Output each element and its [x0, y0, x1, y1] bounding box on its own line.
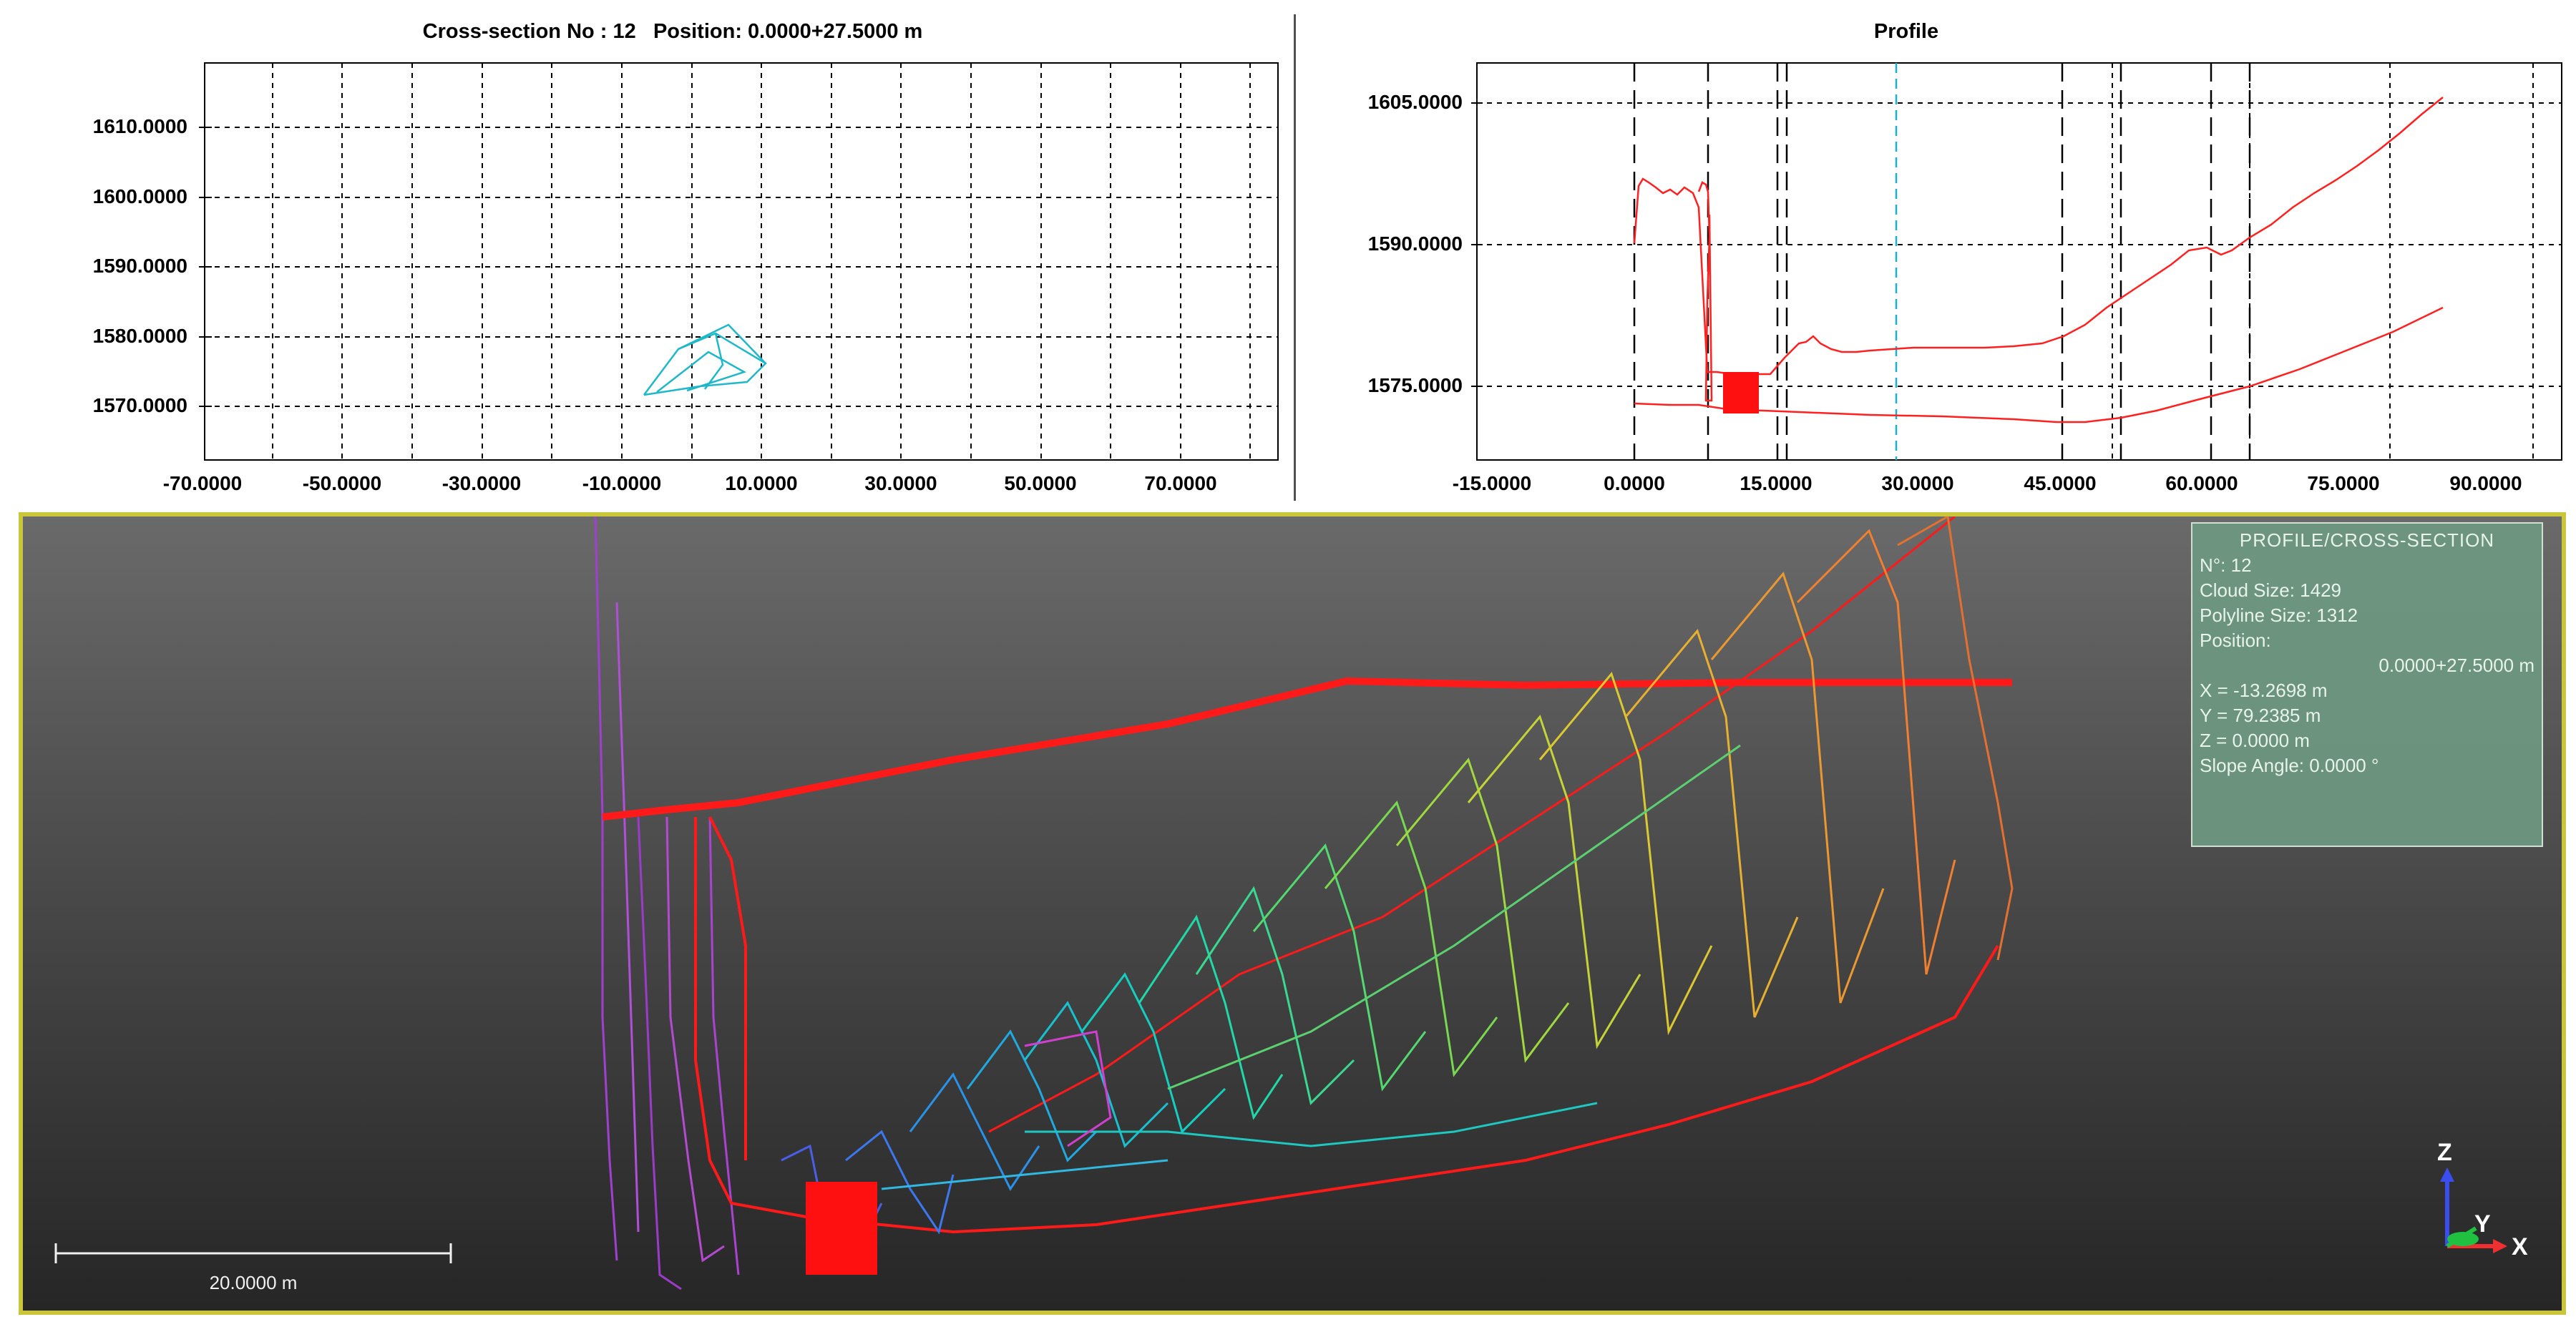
profile-frame	[1476, 62, 2562, 461]
profile-section-markers	[1633, 63, 2251, 460]
info-polyline-size: Polyline Size: 1312	[2200, 604, 2358, 626]
cs-ytick-3: 1590.0000	[92, 255, 187, 277]
pf-ytick-1: 1605.0000	[1367, 91, 1463, 113]
3d-point-cloud	[594, 516, 2014, 1291]
pf-xtick-7: 75.0000	[2307, 472, 2380, 494]
cs-xtick-5: 10.0000	[725, 472, 798, 494]
cross-section-plot[interactable]	[0, 0, 1294, 512]
cs-ytick-5: 1570.0000	[92, 394, 187, 416]
profile-info-panel: PROFILE/CROSS-SECTION N°: 12 Cloud Size:…	[2191, 522, 2543, 847]
info-cloud-size: Cloud Size: 1429	[2200, 579, 2342, 601]
info-header: PROFILE/CROSS-SECTION	[2239, 529, 2495, 551]
cross-section-frame	[204, 62, 1279, 461]
cs-ytick-2: 1600.0000	[92, 185, 187, 207]
profile-panel[interactable]: Profile	[1298, 0, 2576, 512]
scale-bar-label: 20.0000 m	[209, 1272, 298, 1293]
info-z: Z = 0.0000 m	[2200, 730, 2310, 751]
pf-xtick-6: 60.0000	[2165, 472, 2238, 494]
3d-red-crest	[602, 516, 2012, 1234]
cross-section-polyline	[643, 323, 767, 396]
cross-section-panel[interactable]: Cross-section No : 12 Position: 0.0000+2…	[0, 0, 1294, 512]
cs-xtick-3: -30.0000	[441, 472, 522, 494]
cs-xtick-1: -70.0000	[162, 472, 243, 494]
axis-x-label: X	[2512, 1233, 2528, 1260]
profile-line-spike	[1697, 181, 1713, 402]
info-number: N°: 12	[2200, 554, 2252, 576]
cs-xtick-6: 30.0000	[864, 472, 937, 494]
info-x: X = -13.2698 m	[2200, 680, 2328, 701]
cs-xtick-2: -50.0000	[302, 472, 382, 494]
cross-section-title: Cross-section No : 12 Position: 0.0000+2…	[422, 20, 923, 43]
cs-xtick-4: -10.0000	[582, 472, 662, 494]
pf-xtick-8: 90.0000	[2449, 472, 2522, 494]
3d-mesh	[781, 516, 2014, 1263]
pf-ytick-2: 1590.0000	[1367, 232, 1463, 255]
profile-line-upper	[1633, 97, 2444, 376]
pf-xtick-1: -15.0000	[1452, 472, 1532, 494]
info-slope: Slope Angle: 0.0000 °	[2200, 755, 2379, 776]
scale-bar: 20.0000 m	[53, 1239, 454, 1293]
profile-red-block	[1723, 372, 1759, 413]
pf-xtick-3: 15.0000	[1740, 472, 1813, 494]
panel-separator[interactable]	[1294, 14, 1296, 501]
axis-gizmo[interactable]: Z Y X	[2419, 1139, 2540, 1282]
axis-z-label: Z	[2437, 1139, 2452, 1166]
pf-xtick-2: 0.0000	[1604, 472, 1665, 494]
cs-ytick-4: 1580.0000	[92, 325, 187, 347]
info-position-label: Position:	[2200, 630, 2271, 651]
cs-xtick-8: 70.0000	[1144, 472, 1217, 494]
3d-red-block	[806, 1182, 877, 1275]
info-y: Y = 79.2385 m	[2200, 705, 2321, 726]
profile-plot[interactable]	[1298, 0, 2576, 512]
cs-xtick-7: 50.0000	[1004, 472, 1077, 494]
pf-xtick-4: 30.0000	[1881, 472, 1954, 494]
cross-section-grid	[205, 63, 1278, 460]
pf-xtick-5: 45.0000	[2024, 472, 2097, 494]
pf-ytick-3: 1575.0000	[1367, 374, 1463, 396]
profile-line-lower	[1634, 306, 2444, 423]
3d-viewport[interactable]: PROFILE/CROSS-SECTION N°: 12 Cloud Size:…	[19, 512, 2566, 1315]
axis-y-label: Y	[2474, 1210, 2491, 1238]
profile-title: Profile	[1873, 20, 1939, 43]
info-position-value: 0.0000+27.5000 m	[2379, 655, 2534, 676]
cs-ytick-1: 1610.0000	[92, 115, 187, 137]
